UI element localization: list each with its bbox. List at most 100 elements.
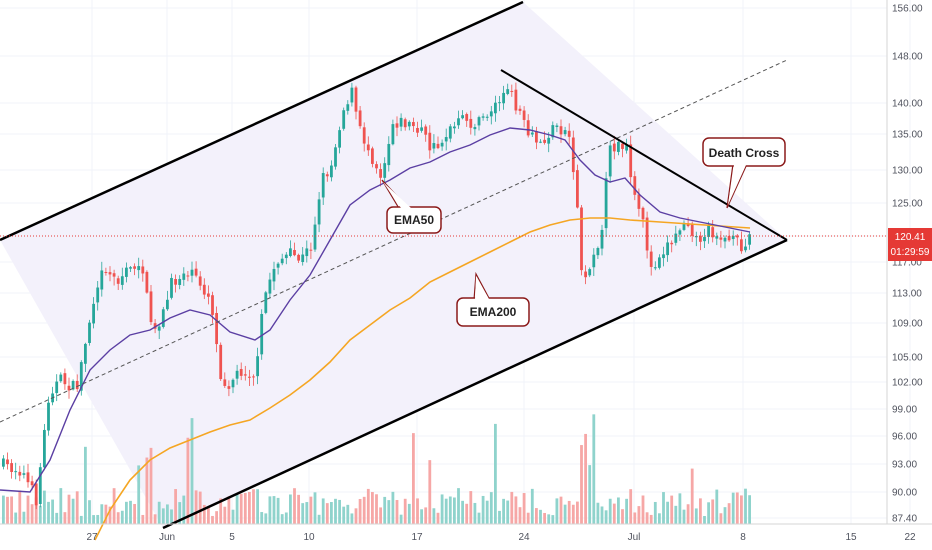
- candle[interactable]: [584, 265, 587, 285]
- candle[interactable]: [366, 136, 370, 156]
- candle[interactable]: [174, 274, 177, 293]
- candle[interactable]: [588, 267, 592, 278]
- candle[interactable]: [535, 126, 538, 150]
- candle[interactable]: [617, 140, 620, 156]
- candle[interactable]: [379, 163, 382, 187]
- candle[interactable]: [194, 261, 198, 278]
- candle[interactable]: [207, 285, 210, 305]
- candle[interactable]: [276, 262, 280, 275]
- candle[interactable]: [157, 324, 161, 340]
- candle[interactable]: [223, 372, 227, 388]
- candle[interactable]: [658, 254, 661, 270]
- candle[interactable]: [494, 95, 497, 122]
- candle[interactable]: [440, 139, 444, 151]
- candle[interactable]: [424, 124, 428, 142]
- candle[interactable]: [272, 261, 276, 291]
- candle[interactable]: [371, 146, 374, 168]
- candle[interactable]: [59, 372, 63, 383]
- candle[interactable]: [387, 136, 391, 172]
- candle[interactable]: [395, 116, 399, 137]
- channel-lower-line[interactable]: [162, 238, 788, 530]
- candle[interactable]: [96, 281, 100, 311]
- candle[interactable]: [358, 105, 362, 129]
- candle[interactable]: [346, 100, 350, 115]
- candle[interactable]: [461, 110, 464, 120]
- candle[interactable]: [457, 110, 460, 129]
- candle[interactable]: [129, 265, 132, 273]
- candle[interactable]: [202, 278, 206, 300]
- candle[interactable]: [383, 157, 387, 185]
- candle[interactable]: [309, 242, 313, 259]
- candle[interactable]: [305, 240, 309, 263]
- ema200-callout[interactable]: EMA200: [456, 271, 530, 327]
- candle[interactable]: [112, 269, 116, 286]
- candle[interactable]: [38, 462, 42, 508]
- candle[interactable]: [182, 267, 186, 286]
- candle[interactable]: [264, 290, 268, 315]
- candle[interactable]: [539, 139, 542, 144]
- candle[interactable]: [79, 360, 83, 396]
- candle[interactable]: [43, 424, 46, 471]
- candle[interactable]: [170, 273, 173, 300]
- candle[interactable]: [342, 107, 346, 131]
- candle[interactable]: [284, 252, 288, 265]
- candle[interactable]: [608, 140, 612, 183]
- candle[interactable]: [108, 266, 112, 282]
- candle[interactable]: [219, 342, 223, 381]
- candle[interactable]: [166, 290, 169, 311]
- candle[interactable]: [662, 246, 665, 267]
- candle[interactable]: [280, 253, 284, 266]
- candle[interactable]: [567, 123, 571, 145]
- candle[interactable]: [26, 463, 30, 488]
- candle[interactable]: [235, 364, 239, 385]
- candle[interactable]: [215, 306, 218, 353]
- candle[interactable]: [198, 271, 202, 291]
- candle[interactable]: [612, 135, 616, 160]
- candle[interactable]: [2, 455, 5, 470]
- candle[interactable]: [498, 96, 501, 112]
- death-cross-callout[interactable]: Death Cross: [702, 137, 786, 209]
- candle[interactable]: [186, 270, 190, 282]
- candle[interactable]: [178, 275, 182, 290]
- candle[interactable]: [530, 126, 534, 137]
- candle[interactable]: [133, 263, 136, 276]
- candle[interactable]: [506, 83, 510, 96]
- candle[interactable]: [34, 479, 38, 510]
- candle[interactable]: [161, 306, 165, 329]
- candle[interactable]: [551, 121, 555, 140]
- candle[interactable]: [231, 378, 235, 394]
- candle[interactable]: [633, 171, 637, 201]
- candle[interactable]: [399, 113, 403, 132]
- candle[interactable]: [104, 267, 108, 276]
- candle[interactable]: [694, 231, 698, 247]
- candle[interactable]: [465, 112, 469, 127]
- candle[interactable]: [576, 164, 579, 209]
- candle[interactable]: [453, 121, 456, 134]
- candle[interactable]: [604, 171, 608, 237]
- candle[interactable]: [116, 275, 120, 290]
- candle[interactable]: [621, 142, 624, 158]
- candle[interactable]: [313, 216, 317, 252]
- ema50-callout[interactable]: EMA50: [381, 179, 442, 234]
- candle[interactable]: [75, 374, 79, 393]
- candle[interactable]: [592, 248, 596, 276]
- candle[interactable]: [547, 132, 551, 153]
- candle[interactable]: [10, 459, 13, 479]
- candle[interactable]: [600, 224, 604, 256]
- candle[interactable]: [190, 261, 194, 283]
- candle[interactable]: [63, 368, 67, 390]
- candle[interactable]: [354, 85, 358, 120]
- candle[interactable]: [719, 230, 723, 248]
- candle[interactable]: [678, 228, 682, 241]
- candle[interactable]: [670, 240, 674, 253]
- candle[interactable]: [649, 245, 653, 276]
- candle[interactable]: [625, 138, 628, 154]
- candle[interactable]: [67, 377, 71, 399]
- candle[interactable]: [227, 380, 231, 397]
- candle[interactable]: [682, 220, 686, 232]
- candle[interactable]: [428, 125, 432, 159]
- candle[interactable]: [293, 242, 296, 257]
- candle[interactable]: [137, 257, 141, 279]
- candle[interactable]: [22, 465, 26, 479]
